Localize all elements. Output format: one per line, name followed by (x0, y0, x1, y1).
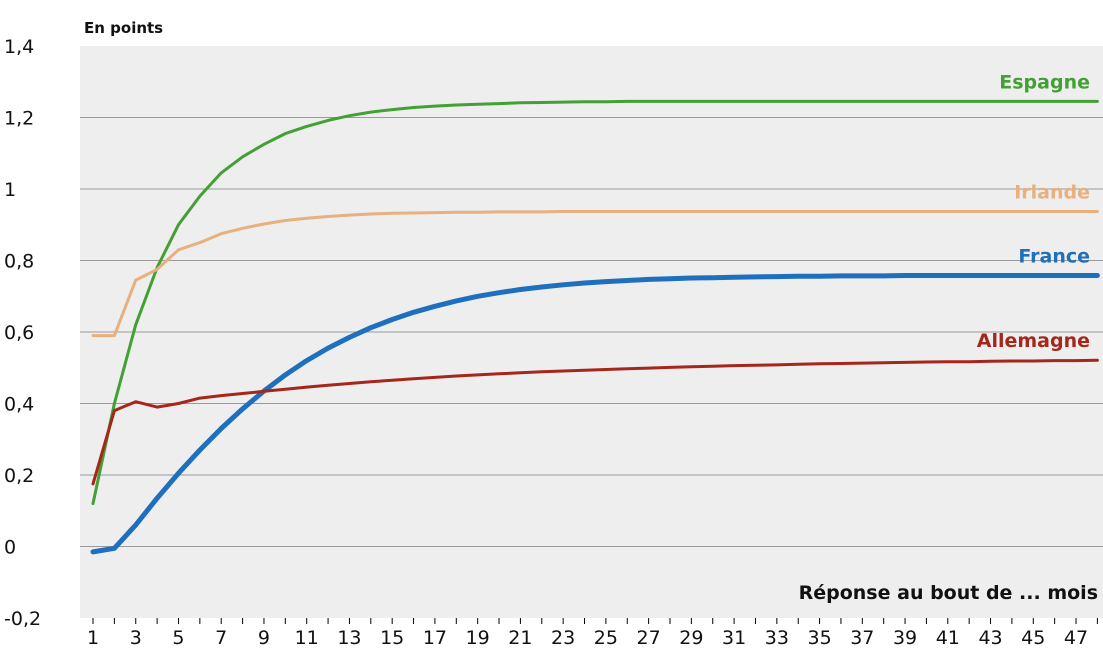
series-lines (90, 99, 1100, 555)
x-tick-label: 3 (130, 627, 142, 649)
y-tick-label: 1,4 (4, 36, 34, 58)
x-tick-label: 27 (637, 627, 661, 649)
x-tick-label: 41 (936, 627, 960, 649)
x-axis-label: Réponse au bout de ... mois (799, 582, 1098, 604)
x-tick-label: 19 (466, 627, 490, 649)
x-tick-label: 1 (87, 627, 99, 649)
x-tick-label: 37 (850, 627, 874, 649)
y-axis: -0,2 0 0,2 0,4 0,6 0,8 1 1,2 1,4 (4, 36, 41, 630)
x-tick-label: 9 (258, 627, 270, 649)
x-tick-label: 17 (423, 627, 447, 649)
x-tick-label: 33 (765, 627, 789, 649)
series-line-france (90, 273, 1100, 555)
x-tick-label: 47 (1064, 627, 1088, 649)
series-label-espagne: Espagne (999, 71, 1090, 93)
x-tick-label: 45 (1021, 627, 1045, 649)
y-tick-label: 0,4 (4, 394, 34, 416)
series-line-allemagne (91, 358, 1099, 486)
x-tick-label: 11 (295, 627, 319, 649)
series-label-allemagne: Allemagne (977, 330, 1090, 352)
x-tick-label: 13 (337, 627, 361, 649)
series-line-irlande (91, 210, 1099, 338)
series-label-irlande: Irlande (1014, 182, 1090, 204)
x-tick-label: 31 (722, 627, 746, 649)
x-axis: 1 3 5 7 9 11 13 15 17 19 21 23 25 27 29 31 33 35 37 39 41 43 4… (87, 618, 1098, 649)
x-tick-label: 5 (172, 627, 184, 649)
y-tick-label: 0,6 (4, 322, 34, 344)
series-label-france: France (1018, 246, 1090, 268)
y-unit-label: En points (84, 19, 163, 37)
y-tick-label: 0,8 (4, 251, 34, 273)
x-tick-label: 43 (978, 627, 1002, 649)
y-tick-label: 1 (4, 179, 16, 201)
x-tick-label: 23 (551, 627, 575, 649)
series-line-espagne (91, 99, 1099, 506)
y-tick-label: 0 (4, 537, 16, 559)
x-tick-label: 35 (807, 627, 831, 649)
x-tick-label: 7 (215, 627, 227, 649)
y-tick-label: 0,2 (4, 465, 34, 487)
x-tick-label: 39 (893, 627, 917, 649)
y-tick-label: -0,2 (4, 608, 41, 630)
series-labels: Espagne Irlande France Allemagne (977, 71, 1090, 352)
x-tick-label: 25 (594, 627, 618, 649)
x-tick-label: 15 (380, 627, 404, 649)
x-tick-label: 21 (508, 627, 532, 649)
y-tick-label: 1,2 (4, 108, 34, 130)
x-tick-label: 29 (679, 627, 703, 649)
